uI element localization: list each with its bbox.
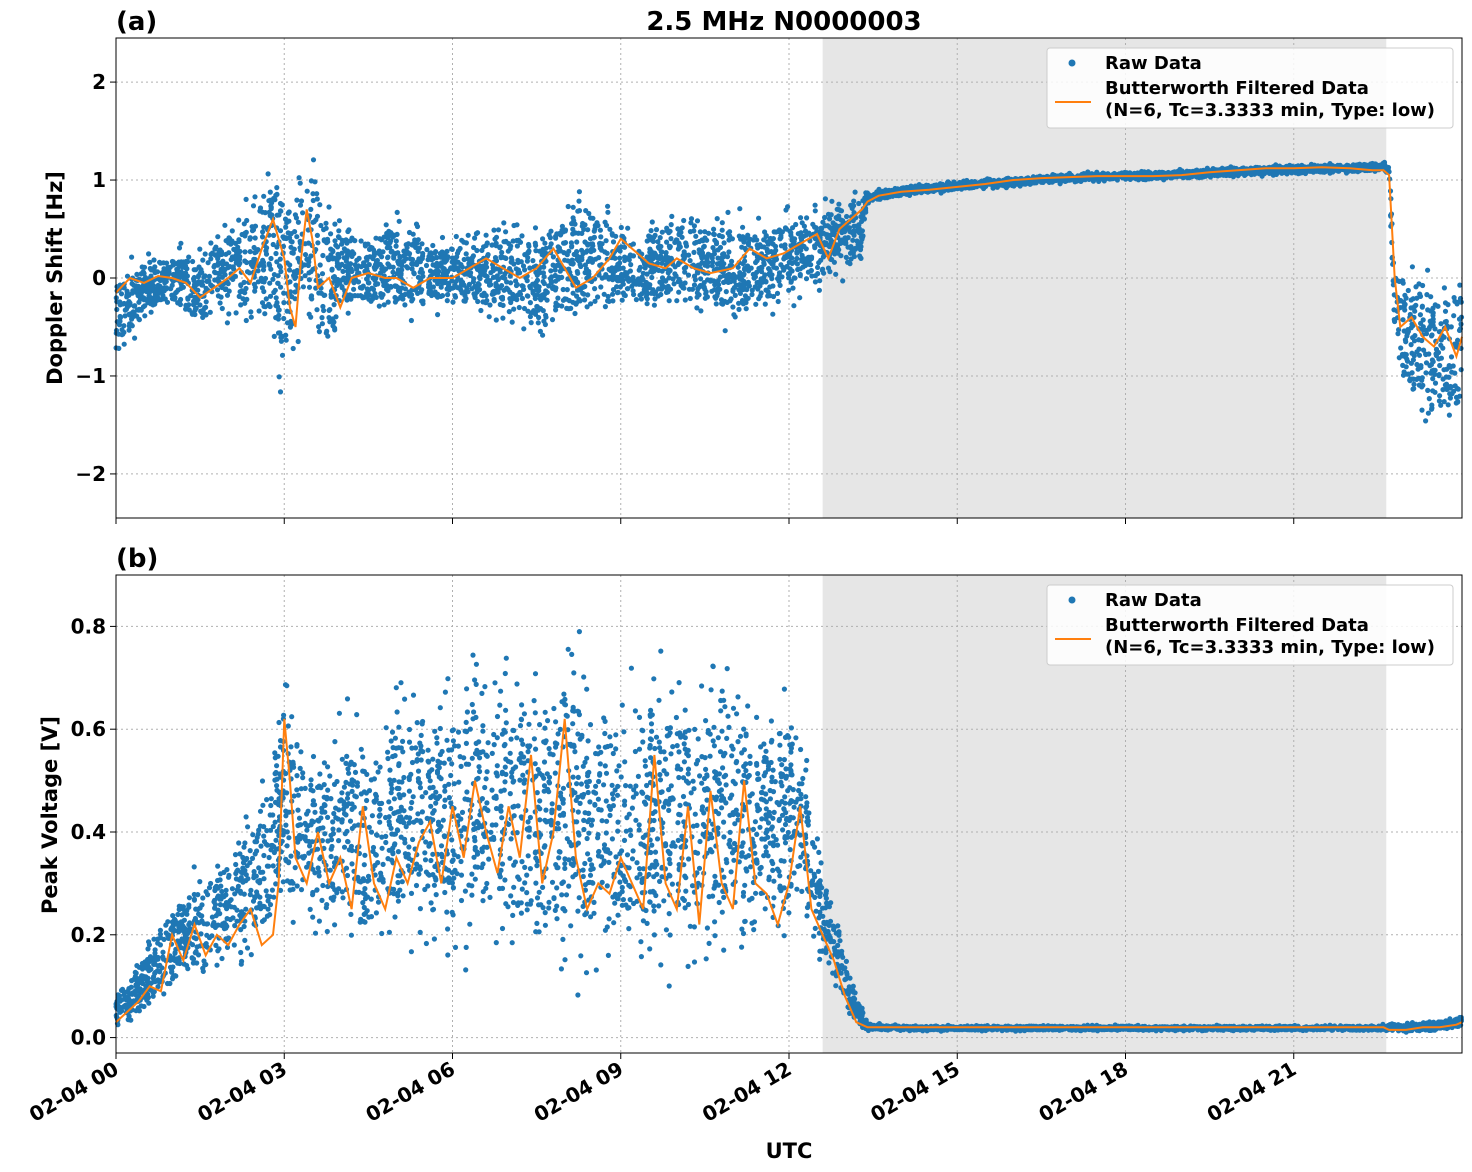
legend-marker-raw bbox=[1068, 59, 1076, 67]
y-tick-label: 0.6 bbox=[71, 717, 106, 741]
raw-data-points bbox=[113, 157, 1465, 424]
legend-marker-raw bbox=[1068, 596, 1076, 604]
x-tick-label: 02-04 12 bbox=[698, 1057, 796, 1127]
x-ticks-b: 02-04 00 02-04 03 02-04 06 02-04 09 02-04 12… bbox=[25, 1053, 1300, 1127]
y-tick-label: −2 bbox=[75, 462, 106, 486]
x-tick-label: 02-04 15 bbox=[866, 1057, 964, 1127]
y-ticks-a: −2 −1 0 1 2 bbox=[75, 70, 116, 486]
filtered-line-a bbox=[115, 166, 1463, 360]
x-tick-label: 02-04 21 bbox=[1203, 1057, 1301, 1127]
y-tick-label: 0.4 bbox=[71, 820, 106, 844]
y-tick-label: 1 bbox=[92, 168, 106, 192]
y-ticks-b: 0.0 0.2 0.4 0.6 0.8 bbox=[71, 614, 116, 1050]
raw-data-points bbox=[113, 628, 1465, 1035]
y-axis-label-b: Peak Voltage [V] bbox=[38, 716, 62, 914]
y-axis-label-a: Doppler Shift [Hz] bbox=[43, 171, 67, 385]
y-tick-label: −1 bbox=[75, 364, 106, 388]
x-tick-label: 02-04 18 bbox=[1034, 1057, 1132, 1127]
legend-label-raw: Raw Data bbox=[1105, 53, 1202, 74]
x-tick-label: 02-04 09 bbox=[530, 1057, 628, 1127]
legend-label-filtered: Butterworth Filtered Data bbox=[1105, 615, 1369, 636]
x-tick-label: 02-04 00 bbox=[25, 1057, 123, 1127]
chart-title: 2.5 MHz N0000003 bbox=[646, 7, 921, 37]
legend-b: Raw Data Butterworth Filtered Data(N=6, T… bbox=[1046, 584, 1454, 666]
panel-b: 0.0 0.2 0.4 0.6 0.8 02-04 00 02-04 03 02-04 06… bbox=[25, 544, 1465, 1163]
y-tick-label: 2 bbox=[92, 70, 106, 94]
legend-label-filtered: Butterworth Filtered Data bbox=[1105, 78, 1369, 99]
y-tick-label: 0.2 bbox=[71, 923, 106, 947]
panel-label-b: (b) bbox=[116, 544, 158, 574]
panel-a: −2 −1 0 1 2 (a) 2.5 MHz N0000003 Doppler Shi… bbox=[43, 7, 1465, 524]
legend-label-filtered-params: (N=6, Tc=3.3333 min, Type: low) bbox=[1105, 637, 1435, 658]
y-tick-label: 0.0 bbox=[71, 1026, 106, 1050]
x-ticks-a bbox=[115, 518, 1295, 524]
legend-label-filtered-params: (N=6, Tc=3.3333 min, Type: low) bbox=[1105, 100, 1435, 121]
x-tick-label: 02-04 06 bbox=[361, 1057, 459, 1127]
y-tick-label: 0.8 bbox=[71, 614, 106, 638]
y-tick-label: 0 bbox=[92, 266, 106, 290]
x-tick-label: 02-04 03 bbox=[193, 1057, 291, 1127]
panel-label-a: (a) bbox=[116, 7, 157, 37]
legend-label-raw: Raw Data bbox=[1105, 590, 1202, 611]
filtered-line-b bbox=[115, 718, 1463, 1031]
legend-box bbox=[1046, 47, 1454, 129]
x-axis-label: UTC bbox=[766, 1139, 813, 1163]
raw-data-scatter-b bbox=[113, 628, 1465, 1035]
legend-box bbox=[1046, 584, 1454, 666]
raw-data-scatter-a bbox=[113, 157, 1465, 424]
legend-a: Raw Data Butterworth Filtered Data(N=6, T… bbox=[1046, 47, 1454, 129]
